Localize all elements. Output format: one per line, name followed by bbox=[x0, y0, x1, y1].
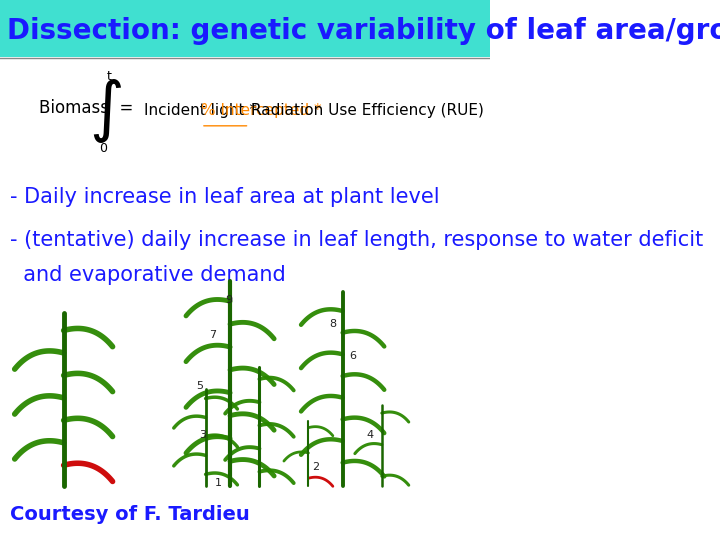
Text: 8: 8 bbox=[329, 319, 336, 329]
Text: 7: 7 bbox=[210, 330, 217, 340]
Text: Biomass  =: Biomass = bbox=[39, 99, 133, 117]
Text: 9: 9 bbox=[225, 295, 233, 305]
Text: Radiation Use Efficiency (RUE): Radiation Use Efficiency (RUE) bbox=[251, 103, 484, 118]
Text: 4: 4 bbox=[366, 430, 373, 440]
Text: 3: 3 bbox=[199, 430, 207, 440]
FancyBboxPatch shape bbox=[0, 0, 490, 57]
Text: - (tentative) daily increase in leaf length, response to water deficit: - (tentative) daily increase in leaf len… bbox=[10, 230, 703, 251]
Text: t: t bbox=[107, 70, 112, 83]
Text: and evaporative demand: and evaporative demand bbox=[10, 265, 286, 286]
Text: $\int$: $\int$ bbox=[89, 77, 122, 145]
Text: % Intercepted *: % Intercepted * bbox=[201, 103, 322, 118]
Text: 5: 5 bbox=[197, 381, 203, 391]
Text: 2: 2 bbox=[312, 462, 319, 472]
Text: Incident light *: Incident light * bbox=[145, 103, 262, 118]
Text: 6: 6 bbox=[349, 352, 356, 361]
Text: Courtesy of F. Tardieu: Courtesy of F. Tardieu bbox=[10, 504, 250, 524]
Text: 0: 0 bbox=[99, 142, 107, 155]
Text: 1: 1 bbox=[215, 478, 221, 488]
Text: - Daily increase in leaf area at plant level: - Daily increase in leaf area at plant l… bbox=[10, 187, 439, 207]
Text: Dissection: genetic variability of leaf area/growth: Dissection: genetic variability of leaf … bbox=[7, 17, 720, 45]
